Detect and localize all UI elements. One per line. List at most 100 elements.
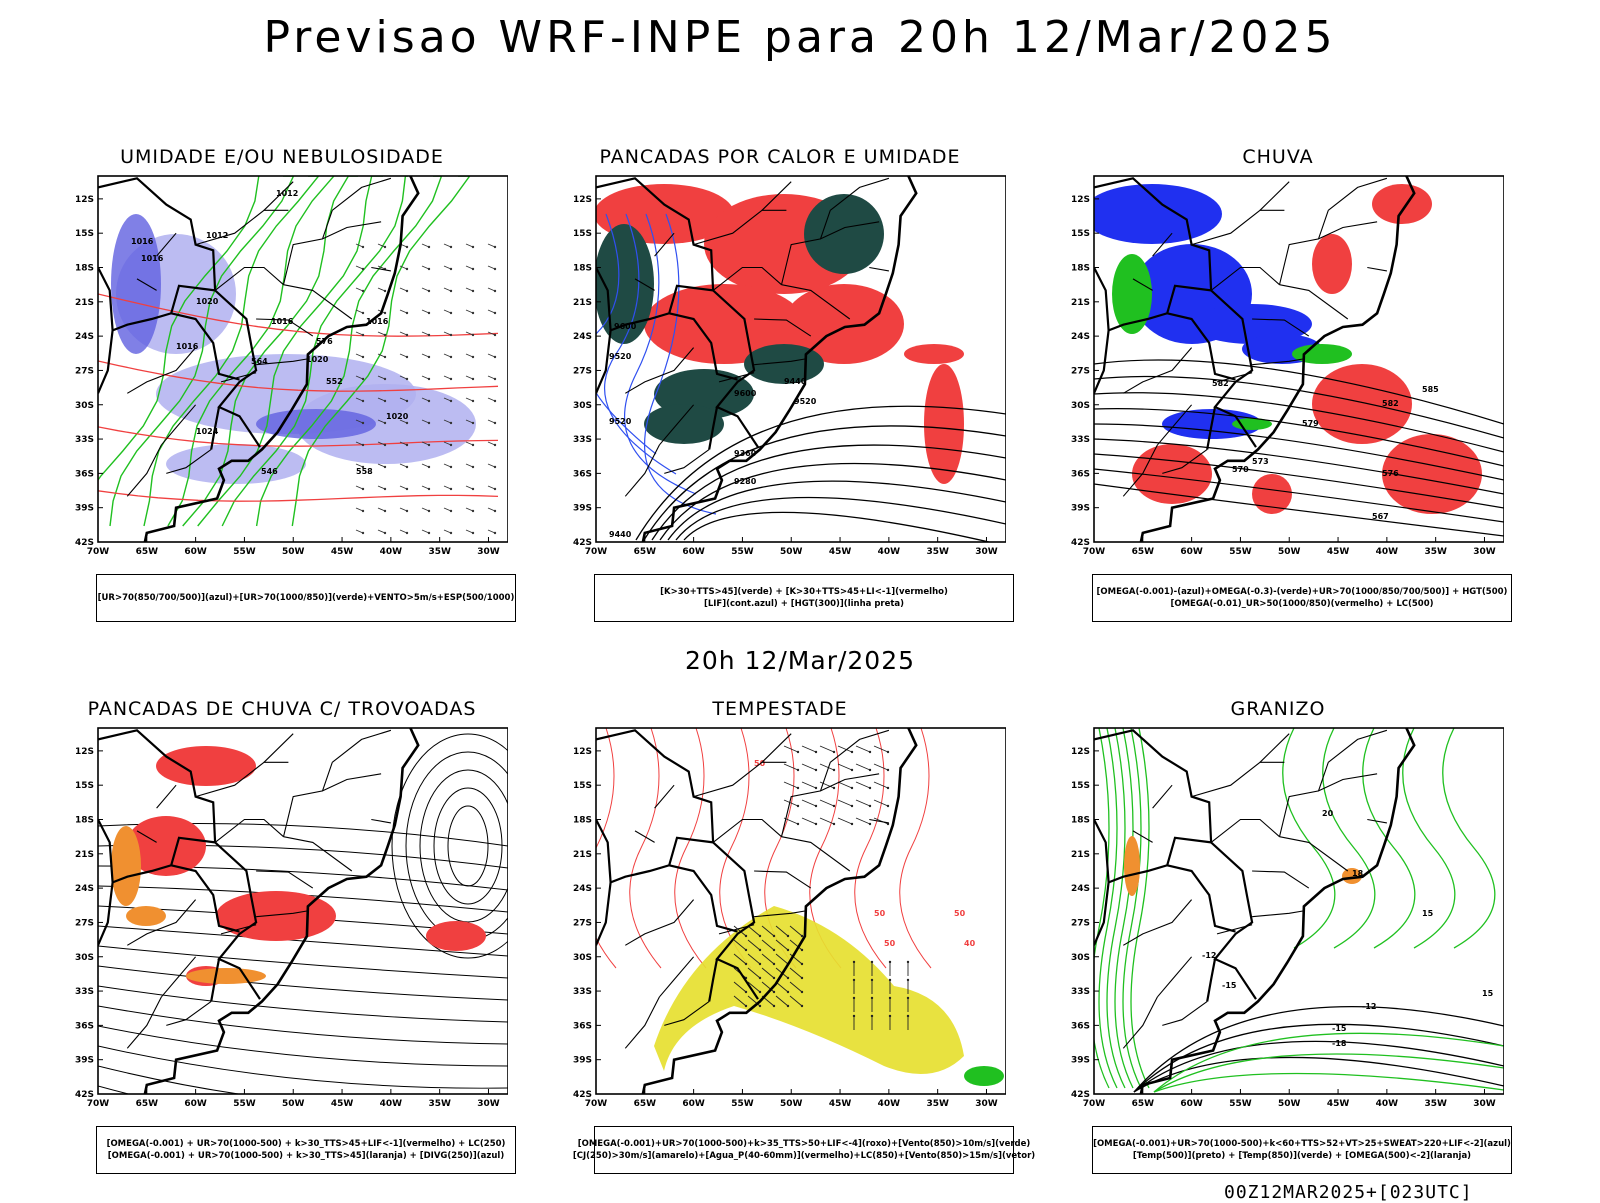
lat-label: 12S xyxy=(1071,747,1090,757)
wind-vector xyxy=(399,331,409,337)
state-border xyxy=(761,181,792,211)
contour-label: 1020 xyxy=(196,297,219,306)
contour-label: -15 xyxy=(1332,1024,1347,1033)
state-border xyxy=(214,266,284,291)
state-border xyxy=(1162,1000,1208,1026)
wind-vector xyxy=(421,309,431,315)
lon-label: 55W xyxy=(233,547,256,557)
panel-title: UMIDADE E/OU NEBULOSIDADE xyxy=(120,146,444,168)
wind-vector xyxy=(399,507,409,513)
wind-vector xyxy=(399,419,409,425)
lon-label: 40W xyxy=(380,1099,403,1109)
lat-label: 12S xyxy=(573,747,592,757)
wind-vector xyxy=(465,353,475,359)
contour-label: 1016 xyxy=(366,317,389,326)
country-border xyxy=(1094,177,1257,448)
hgt500-contour xyxy=(1094,468,1504,523)
humidity-contour xyxy=(221,176,408,527)
hgt500-contour xyxy=(1094,392,1504,453)
wind-vector xyxy=(852,1014,856,1030)
lon-label: 40W xyxy=(1376,1099,1399,1109)
lon-label: 55W xyxy=(731,1099,754,1109)
wind-vector xyxy=(377,507,387,513)
streamline xyxy=(98,1045,508,1089)
lat-label: 30S xyxy=(1071,401,1090,411)
lat-label: 36S xyxy=(75,1021,94,1031)
state-border xyxy=(195,209,289,246)
wind-vector xyxy=(377,375,387,381)
legend-line: [Temp(500)](preto) + [Temp(850)](verde) … xyxy=(1132,1151,1472,1161)
wind-vector xyxy=(465,265,475,271)
lon-label: 30W xyxy=(477,1099,500,1109)
lat-label: 27S xyxy=(75,366,94,376)
panel-trovoadas: PANCADAS DE CHUVA C/ TROVOADAS 12S 15S 18S… xyxy=(56,698,516,1178)
wind-vector xyxy=(443,463,453,469)
streamline xyxy=(447,805,489,887)
legend-box: [OMEGA(-0.001)-(azul)+OMEGA(-0.3)-(verde… xyxy=(1092,574,1512,622)
wind-vector xyxy=(443,265,453,271)
lon-label: 30W xyxy=(1473,547,1496,557)
map-frame xyxy=(1093,727,1504,1095)
wind-vector xyxy=(399,309,409,315)
legend-line: [LIF](cont.azul) + [HGT(300)](linha pret… xyxy=(703,599,905,609)
lon-label: 65W xyxy=(1132,547,1155,557)
temp850-contour xyxy=(1153,1032,1504,1093)
water-contour xyxy=(629,728,662,969)
state-border xyxy=(156,784,177,809)
country-border xyxy=(112,284,216,332)
panel-umidade: UMIDADE E/OU NEBULOSIDADE 1012 1012 1016 10… xyxy=(56,146,516,626)
temp850-contour xyxy=(1153,1072,1504,1093)
state-border xyxy=(282,210,333,285)
state-border xyxy=(126,444,162,497)
wind-vector xyxy=(377,463,387,469)
humidity-contour xyxy=(291,176,471,527)
wind-vector xyxy=(855,817,872,826)
state-border xyxy=(166,1000,212,1026)
wind-vector xyxy=(487,265,497,271)
humidity-contour xyxy=(167,176,335,527)
contour-label: 9440 xyxy=(784,377,807,386)
lat-label: 30S xyxy=(1071,953,1090,963)
state-border xyxy=(754,318,812,337)
temp500-contour xyxy=(1133,1056,1504,1093)
state-border xyxy=(256,358,307,366)
wind-vector xyxy=(733,939,748,952)
height-contour xyxy=(98,354,499,392)
lon-label: 65W xyxy=(634,1099,657,1109)
contour-label: 50 xyxy=(884,939,896,948)
wind-vector xyxy=(733,995,748,1008)
instability-area xyxy=(784,284,904,364)
state-border xyxy=(1191,209,1285,246)
state-border xyxy=(1152,232,1173,257)
state-border xyxy=(761,733,792,763)
wind-vector xyxy=(443,485,453,491)
lon-label: 50W xyxy=(1278,547,1301,557)
country-border xyxy=(668,312,738,381)
wind-vector xyxy=(399,375,409,381)
lat-label: 24S xyxy=(573,332,592,342)
state-border xyxy=(1327,729,1388,763)
legend-line: [UR>70(850/700/500)](azul)+[UR>70(1000/8… xyxy=(97,593,515,603)
wind-vector xyxy=(465,309,475,315)
lat-label: 42S xyxy=(573,538,592,548)
wind-vector xyxy=(852,960,856,976)
instability-area xyxy=(924,364,964,484)
wind-vector xyxy=(421,419,431,425)
wind-vector xyxy=(837,817,854,826)
lat-label: 27S xyxy=(1071,918,1090,928)
hgt-contour xyxy=(667,480,1006,541)
country-border xyxy=(596,729,759,1000)
contour-label: 585 xyxy=(1422,385,1439,394)
wind-vector xyxy=(783,745,800,754)
wind-vector xyxy=(421,287,431,293)
state-border xyxy=(1252,318,1310,337)
lon-label: 35W xyxy=(428,1099,451,1109)
wind-vector xyxy=(855,781,872,790)
legend-box: [OMEGA(-0.001)+UR>70(1000-500)+k>35_TTS>… xyxy=(573,1126,1035,1174)
omega-strong-area xyxy=(1112,254,1152,334)
lon-label: 45W xyxy=(331,547,354,557)
wind-vector xyxy=(819,781,836,790)
legend-line: [OMEGA(-0.001)+UR>70(1000-500)+k>35_TTS>… xyxy=(577,1139,1031,1149)
